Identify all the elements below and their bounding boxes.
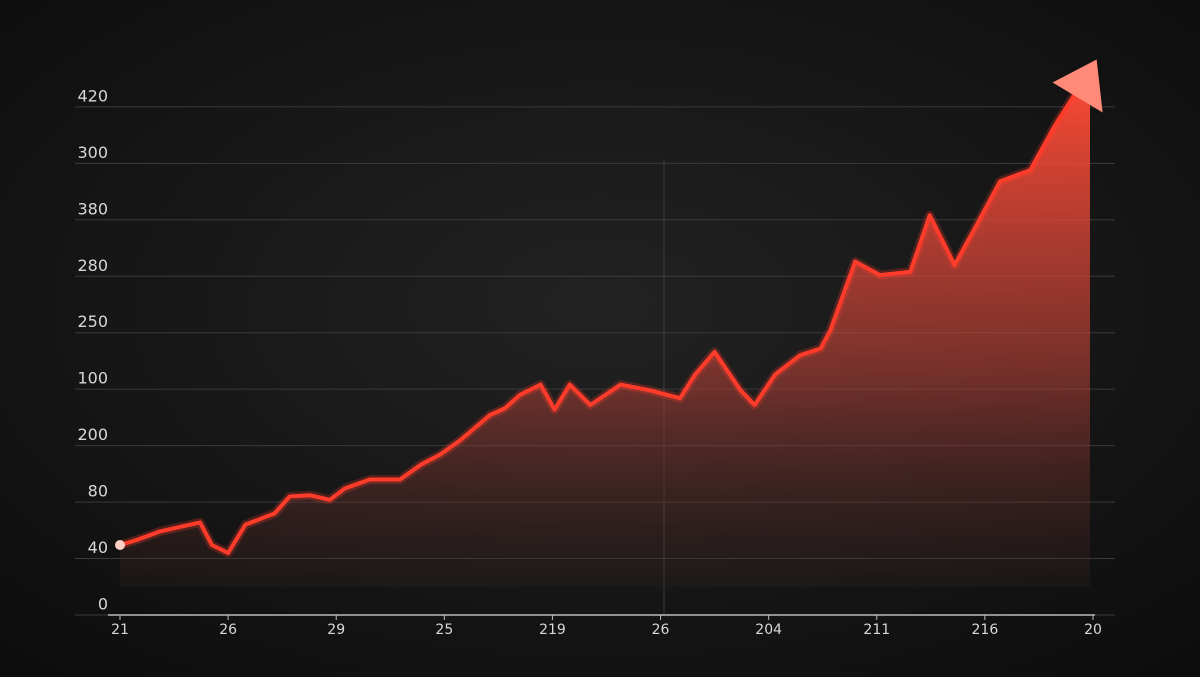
x-tick-label: 219 [539,622,566,638]
x-tick-label: 26 [652,622,670,638]
x-tick-label: 211 [863,622,890,638]
y-tick-label: 40 [88,538,108,557]
y-tick-label: 80 [88,482,108,501]
start-dot [115,539,125,550]
line [119,93,1077,555]
y-tick-label: 250 [77,312,108,331]
y-tick-label: 280 [77,256,108,275]
y-tick-label: 200 [77,425,108,444]
x-tick-label: 21 [111,622,129,638]
y-tick-label: 100 [77,369,108,388]
arrow-head [1052,59,1103,113]
y-tick-label: 420 [77,86,108,105]
x-tick-label: 216 [972,622,999,638]
x-tick-label: 20 [1084,622,1102,638]
y-tick-label: 0 [98,595,108,614]
y-tick-label: 300 [77,143,108,162]
x-tick-label: 29 [327,622,345,638]
x-tick-label: 26 [219,622,237,638]
y-tick-label: 380 [77,199,108,218]
x-tick-label: 204 [755,622,782,638]
x-tick-label: 25 [435,622,453,638]
area [120,94,1090,588]
